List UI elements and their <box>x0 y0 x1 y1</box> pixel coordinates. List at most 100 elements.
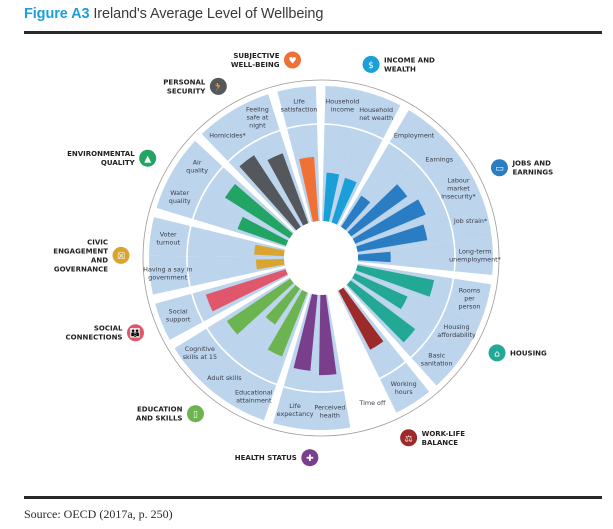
house-icon <box>488 344 506 362</box>
indicator-label-line: Long-term <box>459 248 492 256</box>
figure-title-text: Ireland's Average Level of Wellbeing <box>93 6 324 22</box>
dimension-environmental-quality: ▲ ENVIRONMENTAL QUALITY <box>67 149 157 167</box>
dimension-label-line: CIVIC <box>87 238 108 246</box>
indicator-label-line: Educational <box>235 389 273 397</box>
outer-circle <box>142 79 500 437</box>
dimension-label: PERSONAL SECURITY <box>163 78 206 95</box>
money-icon-glyph: $ <box>368 61 374 71</box>
indicator-label-line: Social <box>169 308 188 316</box>
dimension-label-line: PERSONAL <box>163 78 206 86</box>
indicator-label-line: affordability <box>437 331 476 339</box>
health-cross-icon-glyph: ✚ <box>306 454 314 464</box>
indicator-bars <box>205 153 435 376</box>
indicator-label-line: Rooms <box>459 287 481 295</box>
dimension-label: INCOME AND WEALTH <box>384 56 435 73</box>
indicator-bar <box>299 156 319 222</box>
indicator-label-line: market <box>447 184 470 192</box>
dimension-label-line: SOCIAL <box>94 325 123 333</box>
money-icon <box>362 55 380 73</box>
indicator-label: Working hours <box>391 380 417 396</box>
indicator-label-line: insecurity* <box>441 192 476 200</box>
indicator-label: Voter turnout <box>156 231 180 247</box>
indicator-label-line: night <box>249 122 266 130</box>
dimension-label-line: HOUSING <box>510 349 547 357</box>
dimension-label-line: ENVIRONMENTAL <box>67 150 135 158</box>
indicator-label-line: Voter <box>160 231 177 239</box>
indicator-label-line: attainment <box>236 397 272 405</box>
indicator-label: Having a say in government <box>143 265 192 281</box>
indicator-bar <box>254 244 285 257</box>
indicator-label-line: satisfaction <box>281 106 318 114</box>
indicator-bar <box>347 184 408 237</box>
dimension-label: HEALTH STATUS <box>235 454 297 462</box>
dimension-label: WORK-LIFE BALANCE <box>422 430 466 447</box>
bottom-rule <box>24 496 602 499</box>
indicator-label: Housing affordability <box>437 323 476 339</box>
dimension-label: JOBS AND EARNINGS <box>511 160 553 177</box>
indicator-label: Job strain* <box>453 217 487 225</box>
indicator-labels: Household income Household net wealthEmploy… <box>143 97 501 419</box>
indicator-label-line: Earnings <box>425 155 453 163</box>
dimension-label-line: WORK-LIFE <box>422 430 466 438</box>
indicator-bar <box>352 199 426 244</box>
indicator-label-line: Job strain* <box>453 217 487 225</box>
dimension-label-line: SECURITY <box>167 87 206 95</box>
indicator-label: Feeling safe at night <box>246 106 269 130</box>
tree-icon <box>139 149 157 167</box>
indicator-label-line: quality <box>169 197 191 205</box>
indicator-label-line: expectancy <box>277 410 314 418</box>
indicator-label: Household net wealth <box>359 106 393 122</box>
tree-icon-glyph: ▲ <box>144 155 151 165</box>
dimension-income-and-wealth: $ INCOME AND WEALTH <box>362 55 435 73</box>
indicator-label-line: government <box>148 273 187 281</box>
indicator-label-line: Household <box>359 106 393 114</box>
dimension-label-line: SUBJECTIVE <box>233 52 279 60</box>
indicator-bar <box>341 195 371 231</box>
indicator-label-line: quality <box>186 167 208 175</box>
dimension-label-line: QUALITY <box>101 159 136 167</box>
dimension-label-line: GOVERNANCE <box>54 265 108 273</box>
indicator-label-line: Adult skills <box>207 374 242 382</box>
indicator-label-line: turnout <box>156 239 180 247</box>
book-icon-glyph: ▯ <box>193 410 198 420</box>
running-person-icon <box>209 77 227 95</box>
indicator-label: Long-term unemployment* <box>449 248 501 264</box>
dimension-subjective-well-being: ♥ SUBJECTIVE WELL-BEING <box>231 51 301 69</box>
indicator-label-line: Working <box>391 380 417 388</box>
dimension-label-line: WELL-BEING <box>231 61 280 69</box>
dimension-social-connections: 👪 SOCIAL CONNECTIONS <box>66 324 144 342</box>
indicator-label: Time off <box>358 399 386 407</box>
indicator-label: Rooms per person <box>459 287 481 311</box>
indicator-label: Water quality <box>169 189 191 205</box>
indicator-bar <box>224 184 293 239</box>
indicator-label-line: Perceived <box>314 404 345 412</box>
indicator-band <box>149 217 286 258</box>
dimension-label: SOCIAL CONNECTIONS <box>66 325 123 342</box>
heart-icon-glyph: ♥ <box>288 57 296 67</box>
house-icon-glyph: ⌂ <box>494 349 500 359</box>
indicator-label: Earnings <box>425 155 453 163</box>
dimension-personal-security: 🏃 PERSONAL SECURITY <box>163 77 227 95</box>
people-icon-glyph: 👪 <box>130 327 141 339</box>
inner-ring-line <box>186 123 456 393</box>
indicator-label-line: Household <box>326 97 360 105</box>
indicator-label-line: health <box>320 412 340 420</box>
indicator-label: Basic sanitation <box>421 352 453 368</box>
indicator-bar <box>267 289 308 357</box>
indicator-label-line: Basic <box>428 352 445 360</box>
dimension-label-line: HEALTH STATUS <box>235 454 297 462</box>
center-hub <box>284 221 358 295</box>
indicator-label: Cognitive skills at 15 <box>183 345 217 361</box>
indicator-label-line: per <box>464 295 475 303</box>
indicator-label-line: Life <box>289 402 301 410</box>
indicator-label-line: Feeling <box>246 106 269 114</box>
indicator-label: Adult skills <box>207 374 242 382</box>
indicator-bar <box>356 224 428 252</box>
indicator-bar <box>265 284 300 325</box>
dimension-label-line: BALANCE <box>422 439 459 447</box>
indicator-label: Life satisfaction <box>281 98 318 114</box>
indicator-bar <box>323 172 340 222</box>
indicator-bar <box>338 287 384 350</box>
heart-icon <box>283 51 301 69</box>
